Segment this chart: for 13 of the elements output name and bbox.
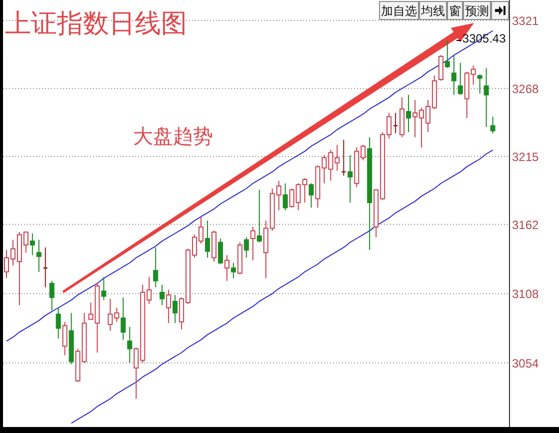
y-tick-label: 3321 xyxy=(512,14,540,28)
annotation: 预测 xyxy=(465,4,489,18)
y-tick-label: 3108 xyxy=(512,287,540,302)
y-tick-label: 3215 xyxy=(512,150,540,164)
annotation: 大盘趋势 xyxy=(133,124,213,148)
annotation: 均线 xyxy=(420,4,445,18)
y-tick-label: 3054 xyxy=(512,356,540,370)
annotation: 加自选 xyxy=(381,4,417,18)
annotation: 窗 xyxy=(449,4,461,18)
y-tick-label: 3268 xyxy=(512,82,540,96)
line-series xyxy=(70,150,494,424)
chart-title: 上证指数日线图 xyxy=(5,9,187,39)
y-tick-label: 3162 xyxy=(512,218,540,232)
